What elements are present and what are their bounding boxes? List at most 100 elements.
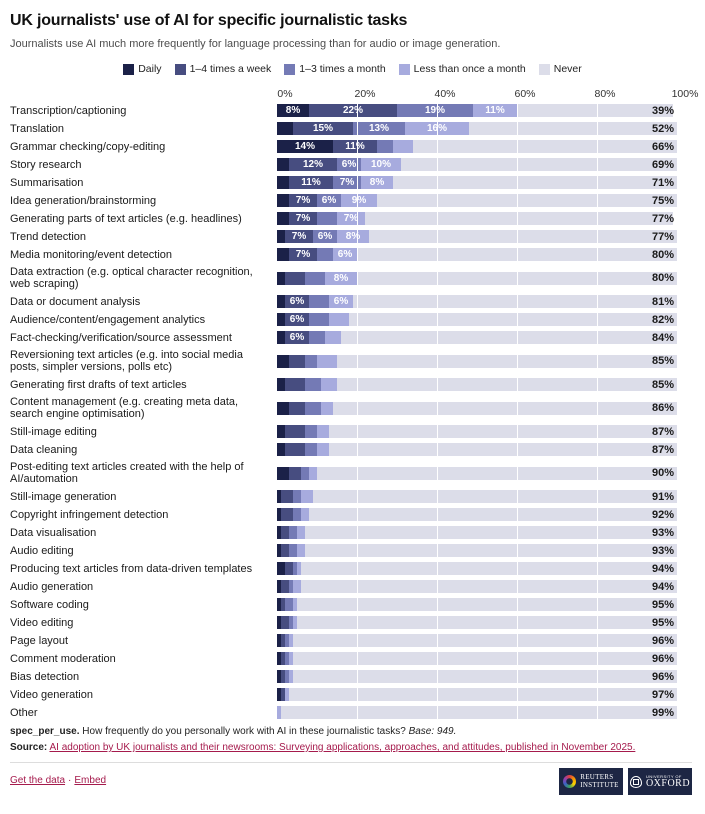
gridline <box>517 158 518 171</box>
gridline <box>517 490 518 503</box>
gridline <box>597 580 598 593</box>
task-label: Still-image generation <box>10 490 117 503</box>
segment-value-label: 6% <box>317 231 333 242</box>
chart-row: Copyright infringement detection 92% <box>10 508 705 521</box>
bar-segment-daily: 14% <box>277 140 333 153</box>
gridline <box>437 443 438 456</box>
bar-segment-1-4-times-a-week: 6% <box>285 313 309 326</box>
gridline <box>597 425 598 438</box>
bar-track: 6% 6% 81% <box>277 295 677 308</box>
bar-segment-1-3-times-a-month <box>309 295 329 308</box>
gridline <box>597 295 598 308</box>
bar-segment-1-4-times-a-week <box>281 634 285 647</box>
gridline <box>517 313 518 326</box>
segment-value-label: 8% <box>333 272 349 284</box>
bar-track: 87% <box>277 425 677 438</box>
chart-row: Data extraction (e.g. optical character … <box>10 266 705 290</box>
source-link[interactable]: AI adoption by UK journalists and their … <box>49 742 636 753</box>
gridline <box>357 562 358 575</box>
bar-segment-daily <box>277 176 289 189</box>
bar-segment-daily <box>277 562 285 575</box>
gridline <box>517 176 518 189</box>
bar-track: 93% <box>277 544 677 557</box>
bar-segment-daily <box>277 271 285 285</box>
gridline <box>597 194 598 207</box>
reuters-institute-logo[interactable]: REUTERS INSTITUTE <box>559 768 623 795</box>
gridline <box>357 466 358 480</box>
bar-segment-never <box>281 706 677 719</box>
bar-segment-never <box>369 230 677 243</box>
chart-row: Data visualisation 93% <box>10 526 705 539</box>
gridline <box>357 688 358 701</box>
chart-row: Still-image editing 87% <box>10 425 705 438</box>
bar-segment-1-4-times-a-week: 7% <box>289 212 317 225</box>
bar-segment-daily <box>277 616 281 629</box>
bar-segment-1-4-times-a-week <box>285 271 305 285</box>
never-percentage-label: 52% <box>651 122 674 135</box>
gridline <box>517 122 518 135</box>
never-percentage-label: 90% <box>651 467 674 479</box>
gridline <box>597 378 598 391</box>
bar-segment-less-than-once-a-month <box>329 313 349 326</box>
task-label: Software coding <box>10 598 89 611</box>
task-label: Media monitoring/event detection <box>10 248 173 261</box>
chart-row: Grammar checking/copy-editing 14% 11% 66% <box>10 140 705 153</box>
legend-item-1-3-times-a-month: 1–3 times a month <box>284 63 386 75</box>
never-percentage-label: 69% <box>651 158 674 171</box>
bar-segment-daily <box>277 580 281 593</box>
chart-legend: Daily 1–4 times a week 1–3 times a month Le… <box>0 63 705 75</box>
segment-value-label: 13% <box>368 123 389 134</box>
bar-segment-1-4-times-a-week <box>281 598 285 611</box>
gridline <box>437 544 438 557</box>
gridline <box>597 652 598 665</box>
bar-segment-daily: 8% <box>277 104 309 117</box>
never-percentage-label: 82% <box>651 313 674 326</box>
gridline <box>597 598 598 611</box>
task-label: Reversioning text articles (e.g. into so… <box>10 349 243 373</box>
x-axis: 0% 20% 40% 60% 80% 100% <box>277 88 698 101</box>
gridline <box>357 295 358 308</box>
never-percentage-label: 92% <box>651 508 674 521</box>
chart-row: Content management (e.g. creating meta d… <box>10 396 705 420</box>
task-label: Translation <box>10 122 65 135</box>
oxford-logo-text-2: OXFORD <box>645 778 691 789</box>
bar-segment-1-3-times-a-month: 6% <box>313 230 337 243</box>
bar-track: 15% 13% 16% 52% <box>277 122 677 135</box>
gridline <box>597 401 598 415</box>
gridline <box>357 526 358 539</box>
bar-segment-never <box>293 670 677 683</box>
get-the-data-link[interactable]: Get the data <box>10 775 66 786</box>
chart-row: Other 99% <box>10 706 705 719</box>
stacked-bar-chart: Transcription/captioning 8% 22% 19% 11% 39% Tr… <box>0 104 705 719</box>
gridline <box>357 194 358 207</box>
bar-segment-less-than-once-a-month <box>301 490 313 503</box>
gridline <box>437 194 438 207</box>
bar-segment-daily <box>277 443 285 456</box>
gridline <box>437 706 438 719</box>
bar-segment-never <box>301 580 677 593</box>
bar-segment-daily <box>277 490 281 503</box>
chart-row: Generating first drafts of text articles… <box>10 378 705 391</box>
gridline <box>357 176 358 189</box>
gridline <box>357 490 358 503</box>
gridline <box>437 616 438 629</box>
embed-link[interactable]: Embed <box>74 775 107 786</box>
segment-value-label: 15% <box>312 123 333 134</box>
gridline <box>517 670 518 683</box>
bar-segment-1-4-times-a-week: 7% <box>289 248 317 261</box>
task-label: Data extraction (e.g. optical character … <box>10 266 253 290</box>
legend-item-daily: Daily <box>123 63 162 75</box>
x-axis-tick: 20% <box>354 88 376 100</box>
bar-segment-1-4-times-a-week: 11% <box>289 176 333 189</box>
bar-segment-less-than-once-a-month: 10% <box>361 158 401 171</box>
bar-segment-1-3-times-a-month <box>317 212 337 225</box>
bar-track: 7% 6% 8% 77% <box>277 230 677 243</box>
segment-value-label: 6% <box>289 296 305 307</box>
gridline <box>357 271 358 285</box>
bar-segment-daily <box>277 313 285 326</box>
gridline <box>517 652 518 665</box>
bar-segment-daily <box>277 295 285 308</box>
bar-segment-never <box>297 616 677 629</box>
legend-item-never: Never <box>538 63 582 75</box>
oxford-logo[interactable]: UNIVERSITY OF OXFORD <box>628 768 692 795</box>
